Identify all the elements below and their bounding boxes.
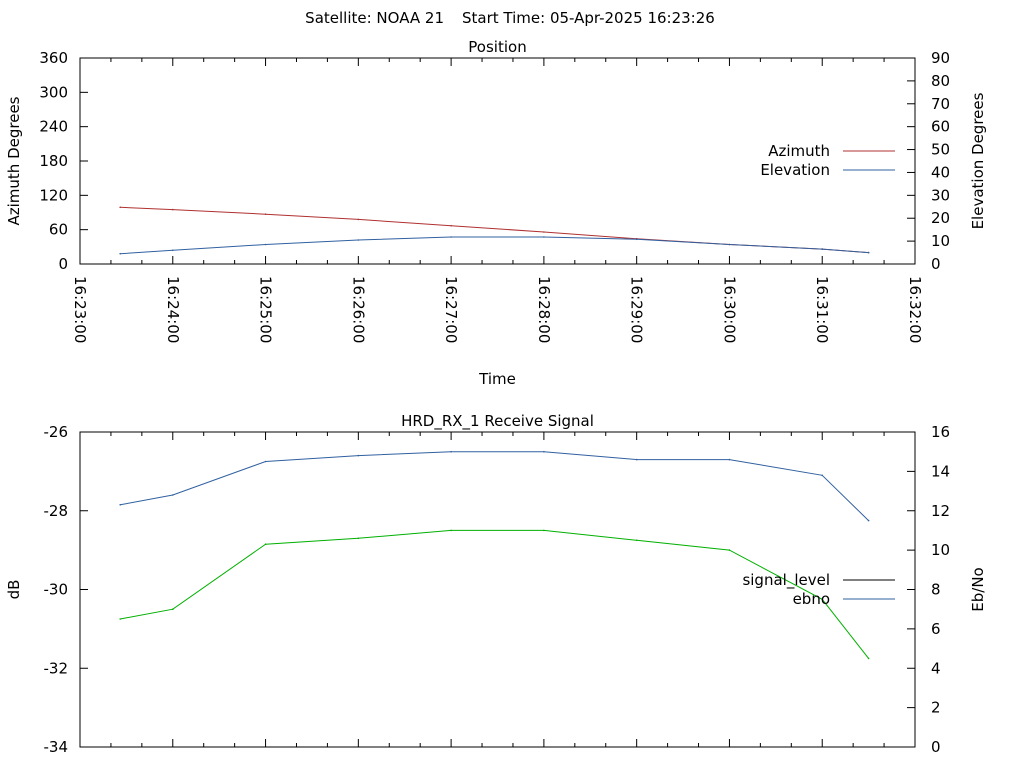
signal-title: HRD_RX_1 Receive Signal: [401, 412, 594, 431]
signal-series-1-point: [867, 519, 870, 522]
position-y2-tick-label: 50: [931, 141, 950, 159]
position-x-tick-label: 16:30:00: [720, 276, 738, 343]
position-series-1-point: [172, 249, 174, 252]
position-series-1-point: [357, 239, 360, 241]
position-series-0-point: [119, 206, 121, 209]
position-series-0-point: [543, 231, 545, 233]
signal-y2-tick-label: 12: [931, 502, 950, 520]
position-y-tick-label: 300: [39, 83, 68, 101]
position-series-1-point: [635, 238, 638, 241]
position-x-tick-label: 16:24:00: [164, 276, 182, 343]
signal-series-2-point: [119, 618, 121, 620]
signal-series-2-point: [543, 529, 545, 532]
signal-series-2-point: [821, 598, 823, 601]
signal-y2-tick-label: 2: [931, 699, 941, 717]
position-x-tick-label: 16:32:00: [906, 276, 924, 343]
signal-series-2-point: [264, 543, 267, 545]
receive-signal-chart: HRD_RX_1 Receive Signal -34 -32 -30 -28 -26 0 2…: [5, 412, 987, 756]
position-series-1-point: [867, 251, 870, 254]
position-series-1-point: [119, 252, 121, 255]
position-y-tick-label: 120: [39, 186, 68, 204]
header-satellite: Satellite: NOAA 21: [305, 9, 444, 27]
signal-y2-tick-label: 0: [931, 738, 941, 756]
position-xlabel: Time: [478, 370, 516, 388]
position-x-tick-label: 16:28:00: [535, 276, 553, 343]
position-series-1-point: [821, 248, 823, 250]
position-y-tick-label: 0: [58, 255, 68, 273]
signal-y2-tick-label: 6: [931, 620, 941, 638]
signal-y2-tick-label: 16: [931, 423, 950, 441]
position-y2-tick-label: 80: [931, 72, 950, 90]
signal-y-tick-label: -30: [44, 581, 69, 599]
signal-legend-label: ebno: [793, 590, 830, 608]
signal-series-2-point: [635, 539, 638, 542]
position-y-tick-label: 60: [49, 221, 68, 239]
signal-series-2-point: [450, 529, 452, 532]
signal-y-tick-label: -26: [44, 423, 69, 441]
position-title: Position: [468, 38, 526, 56]
position-x-tick-label: 16:31:00: [813, 276, 831, 343]
signal-series-2-point: [867, 657, 870, 660]
position-series-0-point: [172, 208, 174, 211]
position-y2label: Elevation Degrees: [969, 92, 987, 229]
signal-frame: [79, 431, 916, 748]
signal-series-1-point: [119, 504, 121, 506]
signal-series-1-point: [821, 474, 823, 477]
signal-series-1-point: [172, 494, 174, 496]
position-chart: Position 0 60 120 180 240 300 360 0 10 20 30 40 50 60 7…: [5, 38, 987, 388]
position-y2-tick-label: 40: [931, 163, 950, 181]
signal-y2-tick-label: 4: [931, 659, 941, 677]
signal-series-2: [120, 529, 869, 659]
position-y2-tick-label: 10: [931, 232, 950, 250]
position-series-1-point: [543, 236, 545, 238]
position-series-0-point: [357, 218, 360, 221]
position-series-1: [120, 236, 869, 255]
signal-series-1: [120, 451, 869, 521]
position-y2-tick-label: 0: [931, 255, 941, 273]
position-y2-tick-label: 70: [931, 95, 950, 113]
position-x-tick-label: 16:23:00: [71, 276, 89, 343]
position-ylabel: Azimuth Degrees: [5, 96, 23, 225]
signal-series-2-point: [172, 608, 174, 610]
position-legend-label: Azimuth: [768, 142, 830, 160]
signal-series-1-point: [357, 454, 360, 457]
signal-y-tick-label: -28: [44, 502, 69, 520]
signal-series-1-point: [635, 458, 638, 461]
position-series-1-point: [264, 243, 267, 246]
signal-y2-tick-label: 10: [931, 541, 950, 559]
signal-y2-tick-label: 14: [931, 462, 950, 480]
signal-ylabel: dB: [5, 580, 23, 600]
position-y-tick-label: 360: [39, 49, 68, 67]
position-y2-tick-label: 20: [931, 209, 950, 227]
position-y2-tick-label: 90: [931, 49, 950, 67]
position-x-tick-label: 16:25:00: [257, 276, 275, 343]
position-series-0-point: [450, 224, 452, 227]
position-series-0-point: [264, 213, 267, 215]
position-y-tick-label: 240: [39, 118, 68, 136]
position-y-tick-label: 180: [39, 152, 68, 170]
signal-series-1-point: [543, 450, 545, 453]
signal-y2-tick-label: 8: [931, 581, 941, 599]
signal-y-tick-label: -34: [44, 738, 69, 756]
header-satellite-start: Satellite: NOAA 21 Start Time: 05-Apr-202…: [305, 9, 715, 27]
position-series-1-point: [450, 236, 452, 238]
signal-y2label: Eb/No: [969, 567, 987, 611]
signal-series-1-point: [728, 458, 731, 461]
position-x-tick-label: 16:29:00: [628, 276, 646, 343]
position-series-1-point: [728, 243, 731, 246]
position-y2-tick-label: 60: [931, 118, 950, 136]
header-start-time: Start Time: 05-Apr-2025 16:23:26: [462, 9, 715, 27]
position-x-tick-label: 16:26:00: [349, 276, 367, 343]
signal-series-2-point: [728, 549, 731, 551]
signal-series-1-point: [450, 450, 452, 453]
signal-legend-label: signal_level: [742, 571, 830, 590]
signal-series-1-point: [264, 460, 267, 463]
position-y2-tick-label: 30: [931, 186, 950, 204]
position-legend-label: Elevation: [760, 161, 830, 179]
signal-series-2-point: [357, 537, 360, 540]
signal-y-tick-label: -32: [44, 659, 69, 677]
position-x-tick-label: 16:27:00: [442, 276, 460, 343]
